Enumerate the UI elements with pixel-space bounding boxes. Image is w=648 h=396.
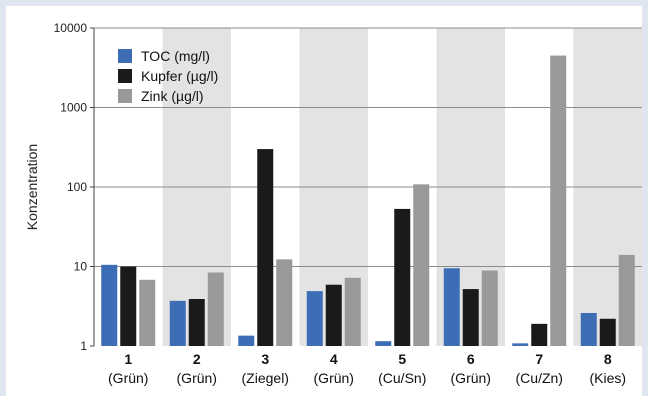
- bar-toc-4: [306, 291, 323, 346]
- y-axis-label: Konzentration: [24, 144, 40, 230]
- legend-swatch: [118, 69, 132, 83]
- x-category-label: (Kies): [589, 370, 626, 386]
- bar-kupfer-7: [531, 323, 548, 346]
- legend-label: Zink (µg/l): [141, 88, 204, 104]
- bar-zink-7: [550, 55, 567, 346]
- legend-swatch: [118, 89, 132, 103]
- x-category-label: (Cu/Zn): [516, 370, 563, 386]
- bar-toc-8: [580, 313, 597, 346]
- bar-zink-4: [344, 277, 361, 346]
- x-category-number: 2: [193, 351, 201, 367]
- y-axis-ticks: 1 10 100 1000 10000: [54, 21, 94, 353]
- y-tick-label: 100: [67, 180, 87, 194]
- bar-toc-1: [101, 264, 118, 346]
- bar-toc-2: [169, 300, 186, 346]
- legend-label: Kupfer (µg/l): [141, 68, 218, 84]
- bar-toc-7: [512, 343, 529, 346]
- bar-kupfer-1: [120, 266, 137, 346]
- x-category-number: 4: [330, 351, 338, 367]
- bar-kupfer-4: [325, 284, 342, 346]
- bar-zink-2: [207, 272, 224, 346]
- y-tick-label: 1: [80, 339, 87, 353]
- bar-kupfer-8: [599, 318, 616, 346]
- bar-zink-5: [413, 184, 430, 346]
- legend: TOC (mg/l) Kupfer (µg/l) Zink (µg/l): [118, 48, 218, 104]
- x-axis-labels: 1 (Grün) 2 (Grün) 3 (Ziegel) 4 (Grün) 5 (Cu/Sn) 6 (…: [108, 351, 626, 386]
- x-category-label: (Cu/Sn): [378, 370, 426, 386]
- bar-kupfer-2: [188, 299, 205, 346]
- bar-kupfer-3: [257, 149, 274, 346]
- bars: [101, 55, 635, 346]
- y-tick-label: 10: [74, 260, 88, 274]
- bar-toc-3: [238, 335, 255, 346]
- x-category-number: 8: [604, 351, 612, 367]
- bar-zink-3: [276, 259, 293, 346]
- x-category-number: 5: [398, 351, 406, 367]
- x-category-label: (Ziegel): [242, 370, 289, 386]
- x-category-number: 6: [467, 351, 475, 367]
- x-category-label: (Grün): [177, 370, 217, 386]
- y-tick-label: 10000: [54, 21, 88, 35]
- legend-label: TOC (mg/l): [141, 48, 210, 64]
- x-category-number: 3: [261, 351, 269, 367]
- bar-zink-8: [618, 254, 635, 346]
- x-category-label: (Grün): [314, 370, 354, 386]
- bar-zink-1: [139, 279, 156, 346]
- bar-kupfer-6: [462, 289, 479, 346]
- x-category-label: (Grün): [451, 370, 491, 386]
- y-tick-label: 1000: [60, 101, 87, 115]
- bar-toc-5: [375, 341, 392, 346]
- bar-toc-6: [443, 268, 460, 346]
- legend-swatch: [118, 49, 132, 63]
- bar-kupfer-5: [394, 208, 411, 346]
- x-category-label: (Grün): [108, 370, 148, 386]
- x-category-number: 7: [535, 351, 543, 367]
- bar-zink-6: [481, 270, 498, 346]
- x-category-number: 1: [124, 351, 132, 367]
